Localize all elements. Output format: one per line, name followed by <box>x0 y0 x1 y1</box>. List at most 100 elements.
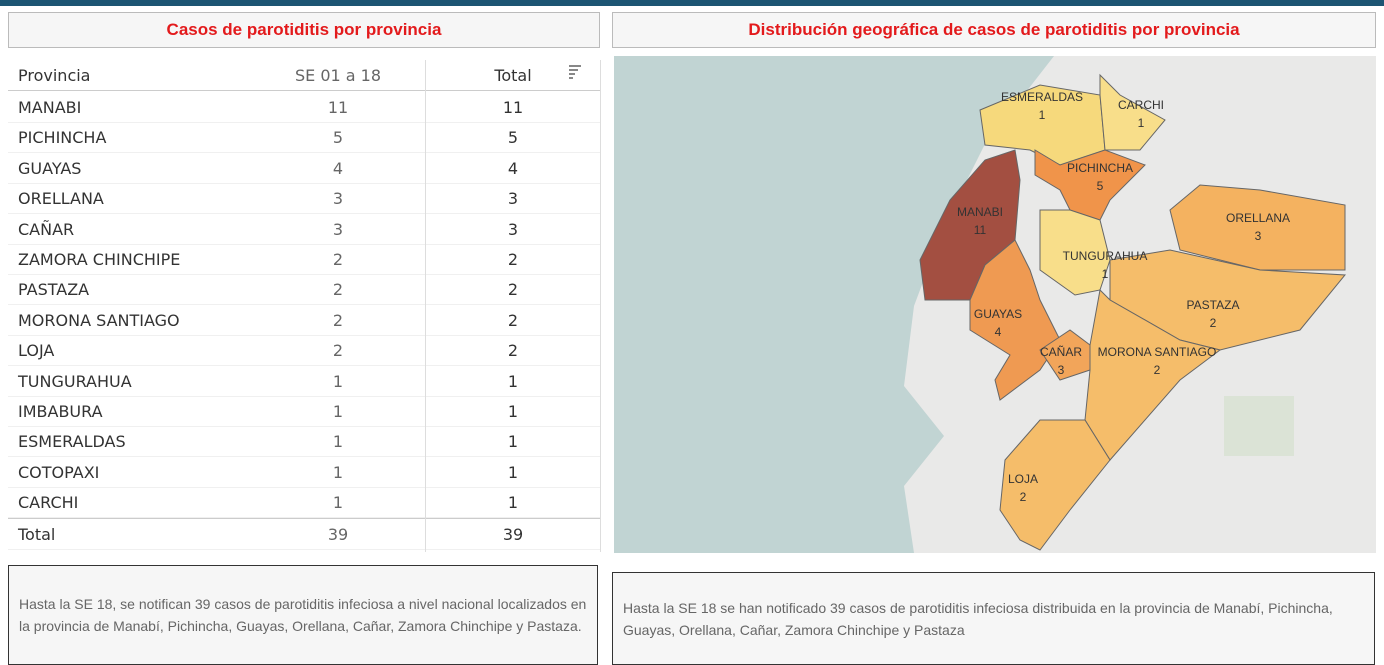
table-row: GUAYAS 4 4 <box>8 153 600 184</box>
cell: PICHINCHA <box>18 128 107 148</box>
table-row: ZAMORA CHINCHIPE 2 2 <box>8 244 600 275</box>
map-label-value: 2 <box>1210 316 1217 330</box>
cell: 1 <box>332 493 344 513</box>
province <box>999 419 1111 551</box>
table-row: COTOPAXI 1 1 <box>8 457 600 488</box>
cell: 3 <box>507 219 519 239</box>
province <box>1099 73 1166 151</box>
table-row: TUNGURAHUA 1 1 <box>8 366 600 397</box>
map-label-value: 11 <box>974 223 987 237</box>
map-label-value: 4 <box>995 325 1002 339</box>
map-label-name: LOJA <box>1008 472 1038 486</box>
cell: 5 <box>332 128 344 148</box>
cell: MORONA SANTIAGO <box>18 310 180 330</box>
cell: TUNGURAHUA <box>18 371 132 391</box>
cell: 1 <box>507 371 519 391</box>
cell: Total <box>494 66 532 85</box>
map-label-name: ORELLANA <box>1226 211 1290 225</box>
map-label-value: 3 <box>1255 229 1262 243</box>
map-label-value: 1 <box>1102 267 1109 281</box>
table-row: PASTAZA 2 2 <box>8 274 600 306</box>
cell: 3 <box>332 189 344 209</box>
map-label-value: 5 <box>1097 179 1104 193</box>
table-row: LOJA 2 2 <box>8 335 600 367</box>
top-bar <box>0 0 1384 6</box>
cell: 1 <box>332 371 344 391</box>
map-label-name: CARCHI <box>1118 98 1164 112</box>
cell: ORELLANA <box>18 189 104 209</box>
map-label-value: 2 <box>1020 490 1027 504</box>
table-row: MORONA SANTIAGO 2 2 <box>8 305 600 336</box>
cell: 1 <box>507 462 519 482</box>
cell: ZAMORA CHINCHIPE <box>18 250 181 269</box>
map-label-name: ESMERALDAS <box>1001 90 1083 104</box>
cell: MANABI <box>18 98 82 117</box>
province <box>1034 149 1146 221</box>
cell: 2 <box>507 280 519 300</box>
right-title: Distribución geográfica de casos de paro… <box>612 12 1376 48</box>
cell: 2 <box>332 280 344 300</box>
cell: CAÑAR <box>18 219 75 239</box>
province <box>1039 209 1111 296</box>
cell: 11 <box>502 98 524 117</box>
map-label-name: PASTAZA <box>1187 298 1240 312</box>
cell: CARCHI <box>18 493 79 513</box>
cell: 1 <box>507 402 519 421</box>
right-note: Hasta la SE 18 se han notificado 39 caso… <box>612 572 1375 665</box>
cell: 39 <box>502 524 524 544</box>
sort-icon[interactable] <box>568 64 582 80</box>
province <box>1169 184 1346 271</box>
map[interactable]: ESMERALDAS 1 CARCHI 1 PICHINCHA 5 MANABI 11 OREL… <box>614 56 1376 553</box>
column-separator <box>600 60 601 552</box>
table-row: IMBABURA 1 1 <box>8 396 600 427</box>
cell: 2 <box>507 341 519 361</box>
cell: COTOPAXI <box>18 462 100 482</box>
table-row: CAÑAR 3 3 <box>8 214 600 245</box>
cell: 5 <box>507 128 519 148</box>
cell: Total <box>18 524 56 544</box>
cell: 2 <box>332 341 344 361</box>
table-row: CARCHI 1 1 <box>8 487 600 519</box>
cell: IMBABURA <box>18 402 103 421</box>
cell: 2 <box>507 250 519 269</box>
cell: 11 <box>327 98 349 117</box>
cell: 4 <box>507 158 519 178</box>
cell: 2 <box>332 250 344 269</box>
map-label-name: MANABI <box>957 205 1003 219</box>
cell: 2 <box>332 310 344 330</box>
left-note: Hasta la SE 18, se notifican 39 casos de… <box>8 565 598 665</box>
table-row: ESMERALDAS 1 1 <box>8 426 600 458</box>
cell: 1 <box>507 493 519 513</box>
map-label-name: MORONA SANTIAGO <box>1098 345 1217 359</box>
map-label-value: 1 <box>1039 108 1046 122</box>
map-label-value: 2 <box>1154 363 1161 377</box>
cell: GUAYAS <box>18 158 82 178</box>
map-label-name: PICHINCHA <box>1067 161 1133 175</box>
province <box>1084 288 1222 461</box>
map-label-name: TUNGURAHUA <box>1063 249 1148 263</box>
map-label-value: 1 <box>1138 116 1145 130</box>
cell: ESMERALDAS <box>18 432 126 452</box>
table-row: MANABI 11 11 <box>8 92 600 123</box>
cell: 3 <box>507 189 519 209</box>
cell: 1 <box>332 462 344 482</box>
cell: 1 <box>332 432 344 452</box>
total-row: Total 39 39 <box>8 517 600 550</box>
cell: SE 01 a 18 <box>294 66 382 85</box>
cell: 1 <box>507 432 519 452</box>
cell: Provincia <box>18 66 91 85</box>
header-row: Provincia SE 01 a 18 Total <box>8 60 600 91</box>
cell: 1 <box>332 402 344 421</box>
cell: 2 <box>507 310 519 330</box>
cell: 39 <box>327 524 349 544</box>
column-separator <box>425 60 426 552</box>
map-label-name: CAÑAR <box>1040 345 1082 359</box>
map-label-value: 3 <box>1058 363 1065 377</box>
left-title: Casos de parotiditis por provincia <box>8 12 600 48</box>
cell: 4 <box>332 158 344 178</box>
table-row: PICHINCHA 5 5 <box>8 122 600 154</box>
table-row: ORELLANA 3 3 <box>8 183 600 215</box>
cell: PASTAZA <box>18 280 90 300</box>
cell: LOJA <box>18 341 55 361</box>
